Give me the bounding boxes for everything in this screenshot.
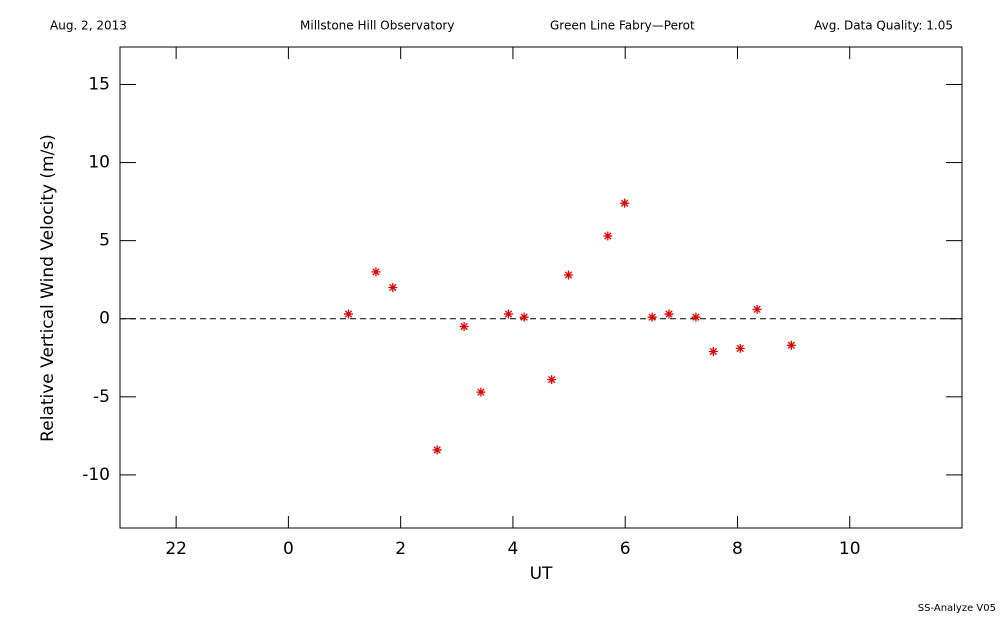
data-point [647,312,657,322]
data-point [786,340,796,350]
data-point [752,304,762,314]
data-point [432,445,442,455]
data-point [459,322,469,332]
x-tick-label: 2 [395,539,406,559]
data-point [343,309,353,319]
data-point [519,312,529,322]
y-tick-label: 15 [88,74,110,94]
data-point [664,309,674,319]
y-tick-label: -10 [82,465,110,485]
data-point [547,375,557,385]
y-tick-label: 5 [99,231,110,251]
header-instrument: Green Line Fabry—Perot [550,19,695,33]
y-tick-label: 0 [99,309,110,329]
data-point [371,267,381,277]
footer: SS-Analyze V05 [918,603,996,614]
y-tick-label: -5 [93,387,110,407]
data-point [708,347,718,357]
y-tick-label: 10 [88,153,110,173]
data-point [735,343,745,353]
data-point [620,198,630,208]
x-tick-label: 10 [839,539,861,559]
data-point [691,312,701,322]
data-point [564,270,574,280]
data-point [603,231,613,241]
data-point [503,309,513,319]
x-tick-label: 0 [283,539,294,559]
y-axis-label: Relative Vertical Wind Velocity (m/s) [38,134,58,442]
header-quality: Avg. Data Quality: 1.05 [814,19,953,33]
header-date: Aug. 2, 2013 [50,19,127,33]
x-axis-label: UT [530,564,553,584]
x-tick-label: 22 [165,539,187,559]
plot-frame [119,46,963,529]
data-point [476,387,486,397]
x-tick-label: 8 [732,539,743,559]
x-tick-label: 6 [620,539,631,559]
header-site: Millstone Hill Observatory [300,19,454,33]
x-tick-label: 4 [508,539,519,559]
data-point [388,283,398,292]
